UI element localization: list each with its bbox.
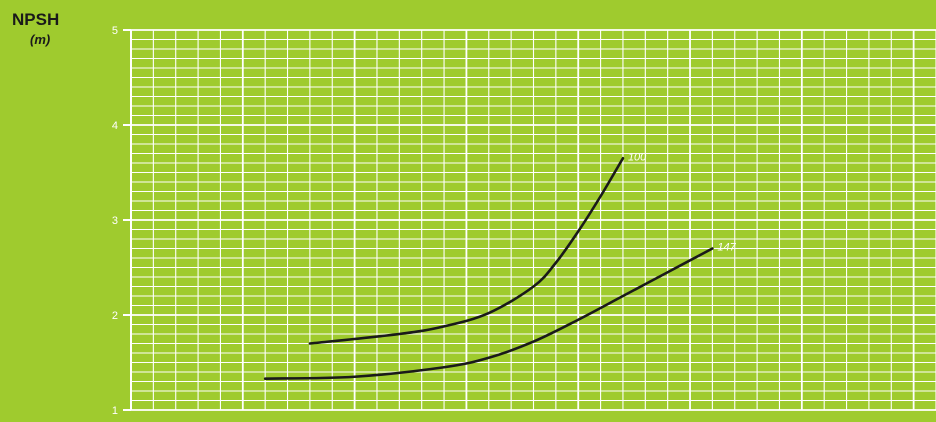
y-axis: 1 2 3 4 5 — [112, 25, 132, 417]
series-line-100 — [308, 156, 625, 345]
series-line-147 — [263, 247, 714, 380]
grid — [130, 29, 936, 411]
series-label-147: 147 — [717, 242, 736, 254]
y-tick-label: 4 — [112, 120, 118, 132]
y-tick-label: 1 — [112, 405, 118, 417]
series-label-100: 100 — [628, 151, 647, 163]
y-axis-label: NPSH — [12, 10, 60, 29]
y-tick-label: 5 — [112, 25, 118, 37]
y-tick-label: 3 — [112, 215, 118, 227]
y-tick-label: 2 — [112, 310, 118, 322]
y-axis-unit: (m) — [30, 32, 51, 47]
series-group: 100 147 — [263, 151, 737, 380]
